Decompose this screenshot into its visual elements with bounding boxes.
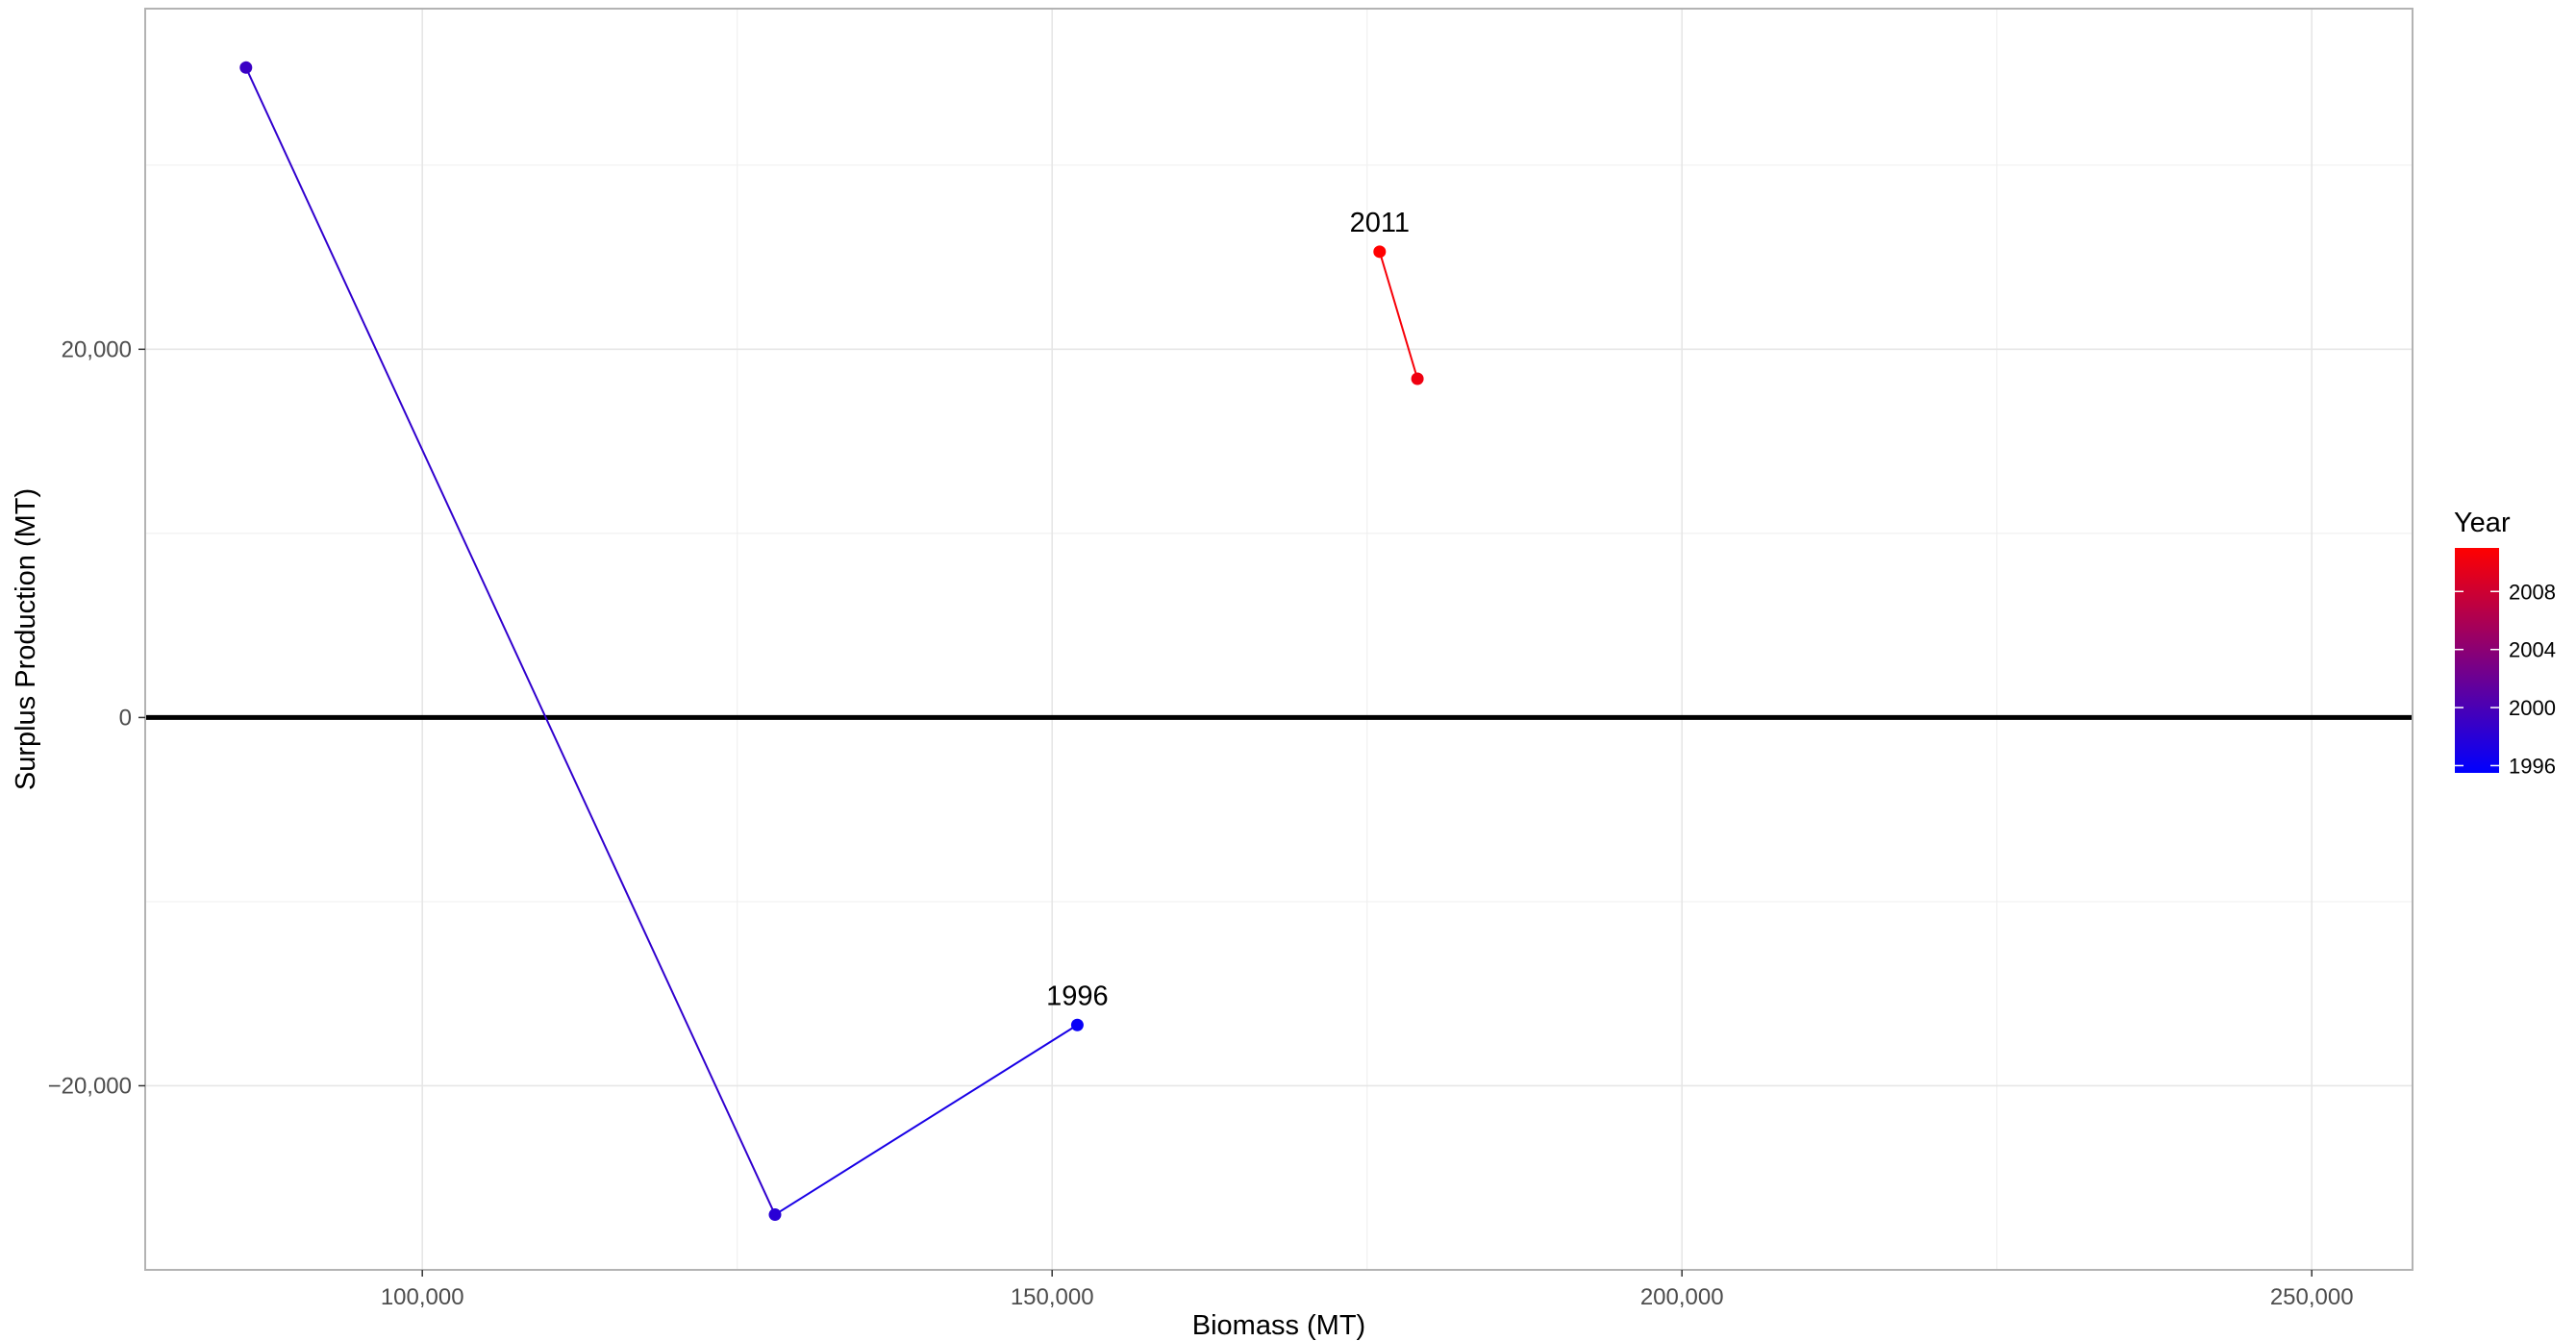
y-tick-label: 0: [119, 705, 132, 731]
legend: Year 1996 2000 2004 2008: [2454, 508, 2556, 778]
data-point-2010: [1411, 372, 1424, 385]
data-points: [239, 61, 1424, 1222]
plot-border: [144, 8, 2413, 1271]
plot-background: [145, 9, 2413, 1270]
y-axis-title: Surplus Production (MT): [11, 488, 41, 790]
x-tick-label: 250,000: [2270, 1284, 2354, 1310]
y-tick-label: −20,000: [48, 1073, 132, 1099]
point-label-1996: 1996: [1046, 981, 1109, 1011]
trajectory-segments: [244, 66, 1419, 1216]
legend-break-label: 2008: [2509, 580, 2556, 604]
y-axis-ticks: −20,000 0 20,000: [48, 336, 145, 1099]
legend-title: Year: [2454, 508, 2511, 538]
legend-break-label: 2004: [2509, 638, 2556, 662]
y-tick-label: 20,000: [62, 336, 132, 362]
x-axis-title: Biomass (MT): [1192, 1310, 1365, 1341]
trajectory-segment: [774, 1024, 1078, 1216]
legend-break-label: 2000: [2509, 696, 2556, 720]
x-tick-label: 150,000: [1011, 1284, 1094, 1310]
data-point-1998: [768, 1208, 782, 1222]
trajectory-segment: [1378, 251, 1419, 380]
trajectory-segment: [244, 66, 776, 1215]
x-tick-label: 100,000: [381, 1284, 464, 1310]
x-axis-ticks: 100,000 150,000 200,000 250,000: [381, 1270, 2354, 1310]
legend-break-label: 1996: [2509, 754, 2556, 778]
data-point-1996: [1070, 1018, 1084, 1031]
legend-colorbar: [2455, 548, 2499, 773]
data-point-1999: [239, 61, 253, 74]
data-point-2011: [1373, 245, 1387, 259]
point-labels: 1996 2011: [1046, 208, 1410, 1011]
point-label-2011: 2011: [1350, 208, 1410, 238]
x-tick-label: 200,000: [1640, 1284, 1724, 1310]
legend-breaks: 1996 2000 2004 2008: [2455, 580, 2556, 778]
